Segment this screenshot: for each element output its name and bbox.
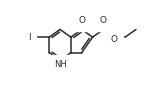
Text: NH: NH — [54, 61, 66, 70]
Text: O: O — [111, 35, 118, 44]
Text: O: O — [78, 16, 85, 25]
Text: O: O — [100, 16, 107, 25]
Text: I: I — [28, 33, 31, 42]
